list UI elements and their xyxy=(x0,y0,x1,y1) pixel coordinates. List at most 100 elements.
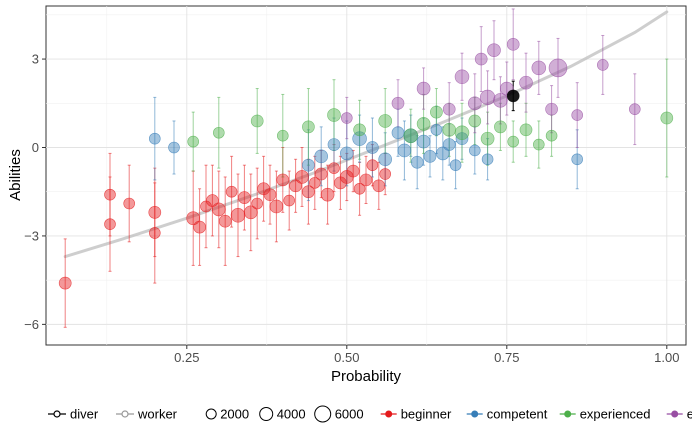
experienced-point xyxy=(187,135,199,148)
competent-point xyxy=(352,131,367,146)
diver-point xyxy=(506,89,520,103)
competent-point xyxy=(339,146,354,161)
beginner-point xyxy=(346,164,360,178)
competent-point xyxy=(149,132,161,145)
beginner-point xyxy=(366,159,379,171)
beginner-point xyxy=(104,218,116,230)
experienced-point xyxy=(416,117,431,131)
legend-color-label-beginner: beginner xyxy=(401,407,452,422)
legend-color-label-competent: competent xyxy=(487,407,548,422)
beginner-point xyxy=(238,191,251,204)
beginner-point xyxy=(320,187,335,202)
expert-point xyxy=(487,43,501,58)
beginner-point xyxy=(123,197,135,210)
expert-point xyxy=(571,109,584,121)
beginner-point xyxy=(372,179,386,193)
competent-point xyxy=(391,126,405,140)
beginner-point xyxy=(104,188,116,201)
legend-size-label-6000: 6000 xyxy=(335,407,364,422)
expert-point xyxy=(467,96,482,111)
beginner-point xyxy=(328,162,340,174)
legend-size-label-4000: 4000 xyxy=(277,407,306,422)
experienced-point xyxy=(480,131,495,146)
y-tick-label: 0 xyxy=(32,140,39,155)
competent-point xyxy=(435,146,450,161)
expert-point xyxy=(442,102,456,116)
beginner-point xyxy=(58,276,72,290)
competent-point xyxy=(468,144,481,157)
beginner-point xyxy=(359,173,373,187)
legend: diver worker 2000 4000 6000 beginner competent… xyxy=(48,405,692,423)
competent-point xyxy=(571,153,584,166)
competent-point xyxy=(430,124,443,136)
axis-ticks: 0.25 0.50 0.75 1.00 −6 −3 0 3 xyxy=(24,52,679,365)
experienced-point xyxy=(403,128,419,143)
expert-point xyxy=(416,81,431,96)
expert-point xyxy=(548,58,568,78)
beginner-point xyxy=(283,194,296,207)
competent-point xyxy=(481,153,494,166)
expert-point xyxy=(596,59,609,71)
competent-point xyxy=(378,152,393,167)
experienced-point xyxy=(353,123,366,137)
experienced-point xyxy=(430,105,443,119)
y-tick-label: −3 xyxy=(24,228,39,243)
competent-point xyxy=(449,159,462,171)
competent-point xyxy=(423,149,437,163)
beginner-point xyxy=(218,214,232,228)
experienced-point xyxy=(507,135,520,148)
beginner-point xyxy=(263,188,277,202)
experienced-point xyxy=(276,129,289,142)
beginner-point xyxy=(148,206,162,219)
x-axis-title: Probability xyxy=(331,368,402,385)
legend-size-marker-6000 xyxy=(314,405,332,423)
beginner-point xyxy=(193,220,206,234)
legend-color-marker-experienced xyxy=(564,410,572,418)
expert-point xyxy=(531,60,547,76)
expert-point xyxy=(628,103,641,115)
experienced-point xyxy=(519,123,533,137)
legend-color-label-experienced: experienced xyxy=(580,407,651,422)
beginner-point xyxy=(379,168,392,180)
experienced-point xyxy=(302,120,315,134)
legend-shape-label-diver: diver xyxy=(70,407,99,422)
experienced-point xyxy=(545,129,558,142)
experienced-point xyxy=(454,125,470,141)
legend-color-marker-competent xyxy=(471,410,479,418)
expert-point xyxy=(493,93,508,108)
trend-line-group xyxy=(63,10,669,259)
expert-point xyxy=(474,52,488,66)
competent-point xyxy=(366,141,379,154)
experienced-point xyxy=(532,138,545,151)
competent-point xyxy=(455,132,469,145)
legend-shape-marker-worker xyxy=(121,410,129,418)
experienced-point xyxy=(250,114,264,128)
x-tick-label: 0.25 xyxy=(174,350,199,365)
beginner-point xyxy=(308,177,321,189)
legend-shape-label-worker: worker xyxy=(137,407,178,422)
legend-shape-marker-diver xyxy=(53,410,61,418)
expert-point xyxy=(506,37,520,51)
error-bars xyxy=(63,8,669,328)
legend-color-marker-beginner xyxy=(385,410,393,418)
competent-point xyxy=(397,143,412,158)
beginner-point xyxy=(276,173,290,187)
beginner-point xyxy=(149,227,161,239)
beginner-point xyxy=(243,205,258,220)
competent-point xyxy=(168,141,180,154)
competent-point xyxy=(314,149,329,164)
legend-color-label-expert: expert xyxy=(687,407,692,422)
beginner-point xyxy=(302,185,315,199)
competent-point xyxy=(416,134,431,149)
trend-line xyxy=(63,10,669,259)
experienced-point xyxy=(468,114,482,128)
x-tick-label: 1.00 xyxy=(654,350,679,365)
y-tick-label: 3 xyxy=(32,52,39,67)
competent-point xyxy=(442,138,456,151)
beginner-point xyxy=(251,197,264,210)
expert-point xyxy=(479,89,496,106)
competent-point xyxy=(410,155,424,169)
expert-point xyxy=(391,96,405,110)
legend-color-marker-expert xyxy=(671,410,679,418)
beginner-point xyxy=(186,211,201,226)
